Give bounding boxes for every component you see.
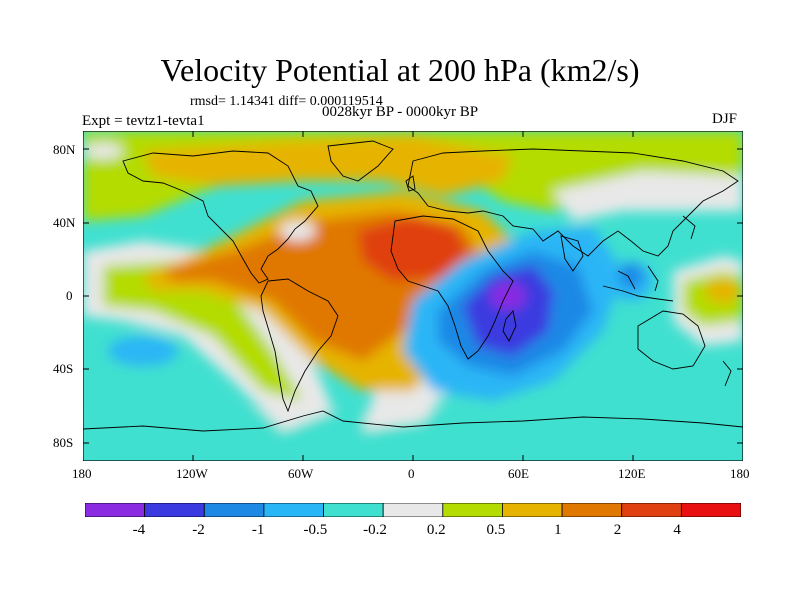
contour-field xyxy=(83,131,743,461)
indonesia-coast xyxy=(602,285,674,302)
lon-label-120w: 120W xyxy=(176,466,208,481)
map-title: Velocity Potential at 200 hPa (km2/s) xyxy=(160,52,640,88)
new-zealand-coast xyxy=(722,360,732,387)
lon-label-0: 0 xyxy=(408,466,415,481)
colorbar-label-9: 4 xyxy=(673,522,681,538)
velocity-potential-map xyxy=(83,131,743,461)
colorbar-box-3 xyxy=(263,503,324,517)
colorbar-label-3: -0.5 xyxy=(303,522,328,538)
colorbar-box-0 xyxy=(85,503,146,517)
colorbar-box-6 xyxy=(442,503,503,517)
colorbar-label-6: 0.5 xyxy=(486,522,506,538)
lon-label-180w: 180 xyxy=(72,466,92,481)
stats-text: rmsd= 1.14341 diff= 0.000119514 xyxy=(190,94,383,109)
antarctica-coast xyxy=(83,410,743,432)
lat-label-40s: 40S xyxy=(53,361,74,376)
colorbar-box-9 xyxy=(621,503,682,517)
colorbar-box-5 xyxy=(382,503,444,517)
colorbar-box-8 xyxy=(561,503,623,517)
eurasia-coast xyxy=(407,148,739,257)
colorbar-box-1 xyxy=(144,503,205,517)
africa-coast xyxy=(390,215,514,360)
experiment-label: Expt = tevtz1-tevta1 xyxy=(82,113,205,129)
colorbar-box-10 xyxy=(680,503,741,517)
colorbar-box-7 xyxy=(502,503,563,517)
colorbar-box-2 xyxy=(203,503,265,517)
colorbar-label-8: 2 xyxy=(613,522,622,538)
colorbar-label-7: 1 xyxy=(554,522,562,538)
north-america-coast xyxy=(122,150,319,284)
colorbar-label-0: -4 xyxy=(132,522,146,538)
tick-marks xyxy=(83,131,743,461)
colorbar-box-4 xyxy=(323,503,384,517)
lat-label-80s: 80S xyxy=(53,435,74,450)
greenland-coast xyxy=(327,140,394,182)
lat-label-0: 0 xyxy=(66,288,73,303)
lon-label-60e: 60E xyxy=(508,466,529,481)
lon-label-60w: 60W xyxy=(288,466,314,481)
colorbar-label-1: -2 xyxy=(192,522,205,538)
lon-label-180e: 180 xyxy=(730,466,750,481)
colorbar-label-4: -0.2 xyxy=(363,522,387,538)
japan-coast xyxy=(682,215,696,240)
madagascar-coast xyxy=(502,310,517,342)
colorbar-label-2: -1 xyxy=(251,522,265,538)
lat-label-40n: 40N xyxy=(53,215,76,230)
lat-label-80n: 80N xyxy=(53,142,76,157)
australia-coast xyxy=(637,310,706,370)
colorbar xyxy=(85,503,741,517)
coastlines xyxy=(83,140,743,432)
period-label: 0028kyr BP - 0000kyr BP xyxy=(322,104,479,120)
south-america-coast xyxy=(260,278,339,413)
season-label: DJF xyxy=(712,111,738,127)
lon-label-120e: 120E xyxy=(618,466,646,481)
india-coast xyxy=(560,235,584,272)
colorbar-label-5: 0.2 xyxy=(426,522,446,538)
